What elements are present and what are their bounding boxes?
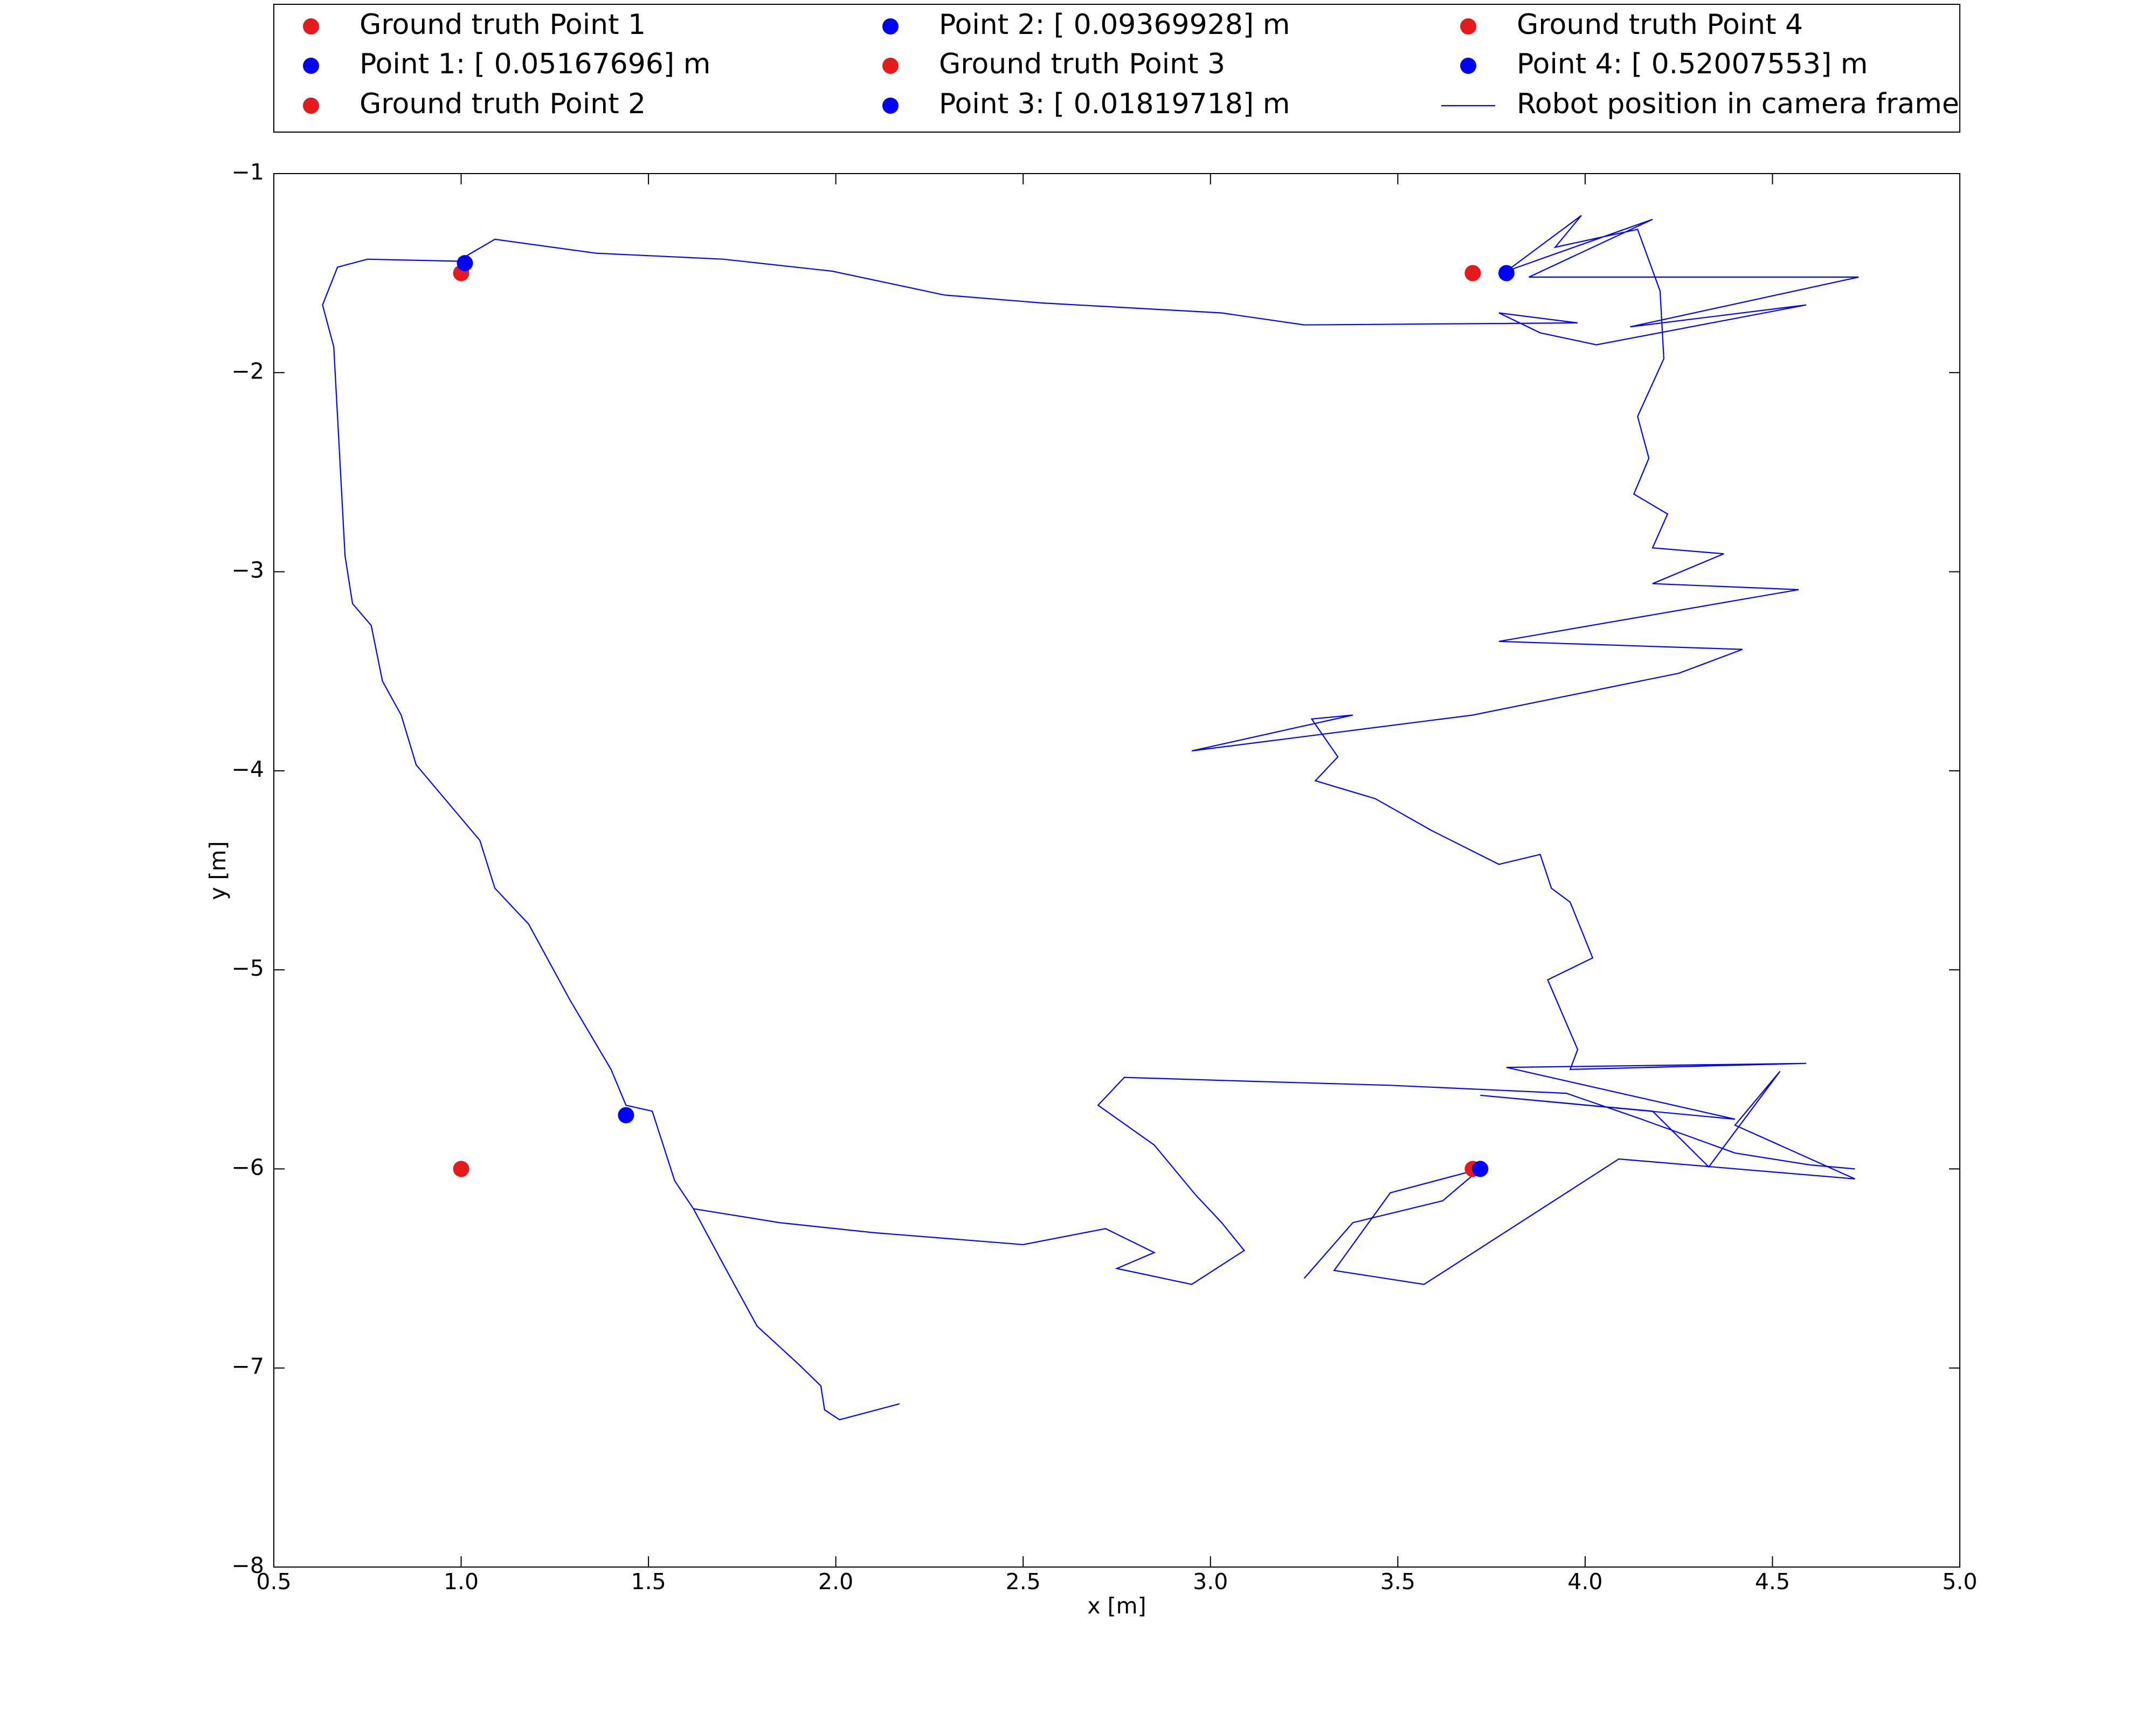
x-tick-label: 0.5 <box>256 1569 291 1595</box>
legend-marker <box>882 58 899 74</box>
legend-label: Point 1: [ 0.05167696] m <box>360 48 710 80</box>
x-tick-label: 3.5 <box>1380 1569 1415 1595</box>
y-tick-label: −6 <box>232 1154 264 1180</box>
y-tick-label: −1 <box>232 159 264 185</box>
legend-label: Point 4: [ 0.52007553] m <box>1517 48 1868 80</box>
legend-marker <box>303 98 319 114</box>
x-tick-label: 1.5 <box>631 1569 666 1595</box>
x-tick-label: 2.5 <box>1006 1569 1041 1595</box>
y-tick-label: −5 <box>232 955 264 981</box>
legend-label: Ground truth Point 2 <box>360 88 646 120</box>
point-marker <box>1498 265 1515 281</box>
x-axis-label: x [m] <box>1087 1593 1146 1619</box>
x-tick-label: 4.5 <box>1755 1569 1790 1595</box>
x-tick-label: 4.0 <box>1567 1569 1602 1595</box>
legend-label: Point 3: [ 0.01819718] m <box>939 88 1290 120</box>
point-marker <box>1464 265 1481 281</box>
legend-marker <box>1460 18 1476 34</box>
x-tick-label: 1.0 <box>444 1569 479 1595</box>
legend-label: Ground truth Point 4 <box>1517 9 1803 41</box>
y-tick-label: −3 <box>232 557 264 583</box>
y-tick-label: −7 <box>232 1354 264 1379</box>
legend-marker <box>1460 58 1476 74</box>
legend-marker <box>882 98 899 114</box>
x-tick-label: 3.0 <box>1193 1569 1228 1595</box>
point-marker <box>618 1107 634 1123</box>
legend-marker <box>303 18 319 34</box>
point-marker <box>1472 1161 1489 1177</box>
plot-frame <box>273 173 1960 1568</box>
y-tick-label: −4 <box>232 756 264 782</box>
legend-label: Ground truth Point 3 <box>939 48 1225 80</box>
y-tick-label: −8 <box>232 1552 264 1578</box>
legend-label: Robot position in camera frame <box>1517 88 1959 120</box>
legend-marker <box>882 18 899 34</box>
legend-marker <box>303 58 319 74</box>
x-tick-label: 5.0 <box>1942 1569 1977 1595</box>
x-tick-label: 2.0 <box>818 1569 853 1595</box>
y-axis-label: y [m] <box>205 841 231 900</box>
trajectory-line <box>322 215 1859 1420</box>
point-marker <box>457 255 473 272</box>
legend-label: Point 2: [ 0.09369928] m <box>939 9 1290 41</box>
point-marker <box>453 1161 469 1177</box>
y-tick-label: −2 <box>232 358 264 384</box>
legend-box <box>273 4 1960 133</box>
legend-label: Ground truth Point 1 <box>360 9 646 41</box>
